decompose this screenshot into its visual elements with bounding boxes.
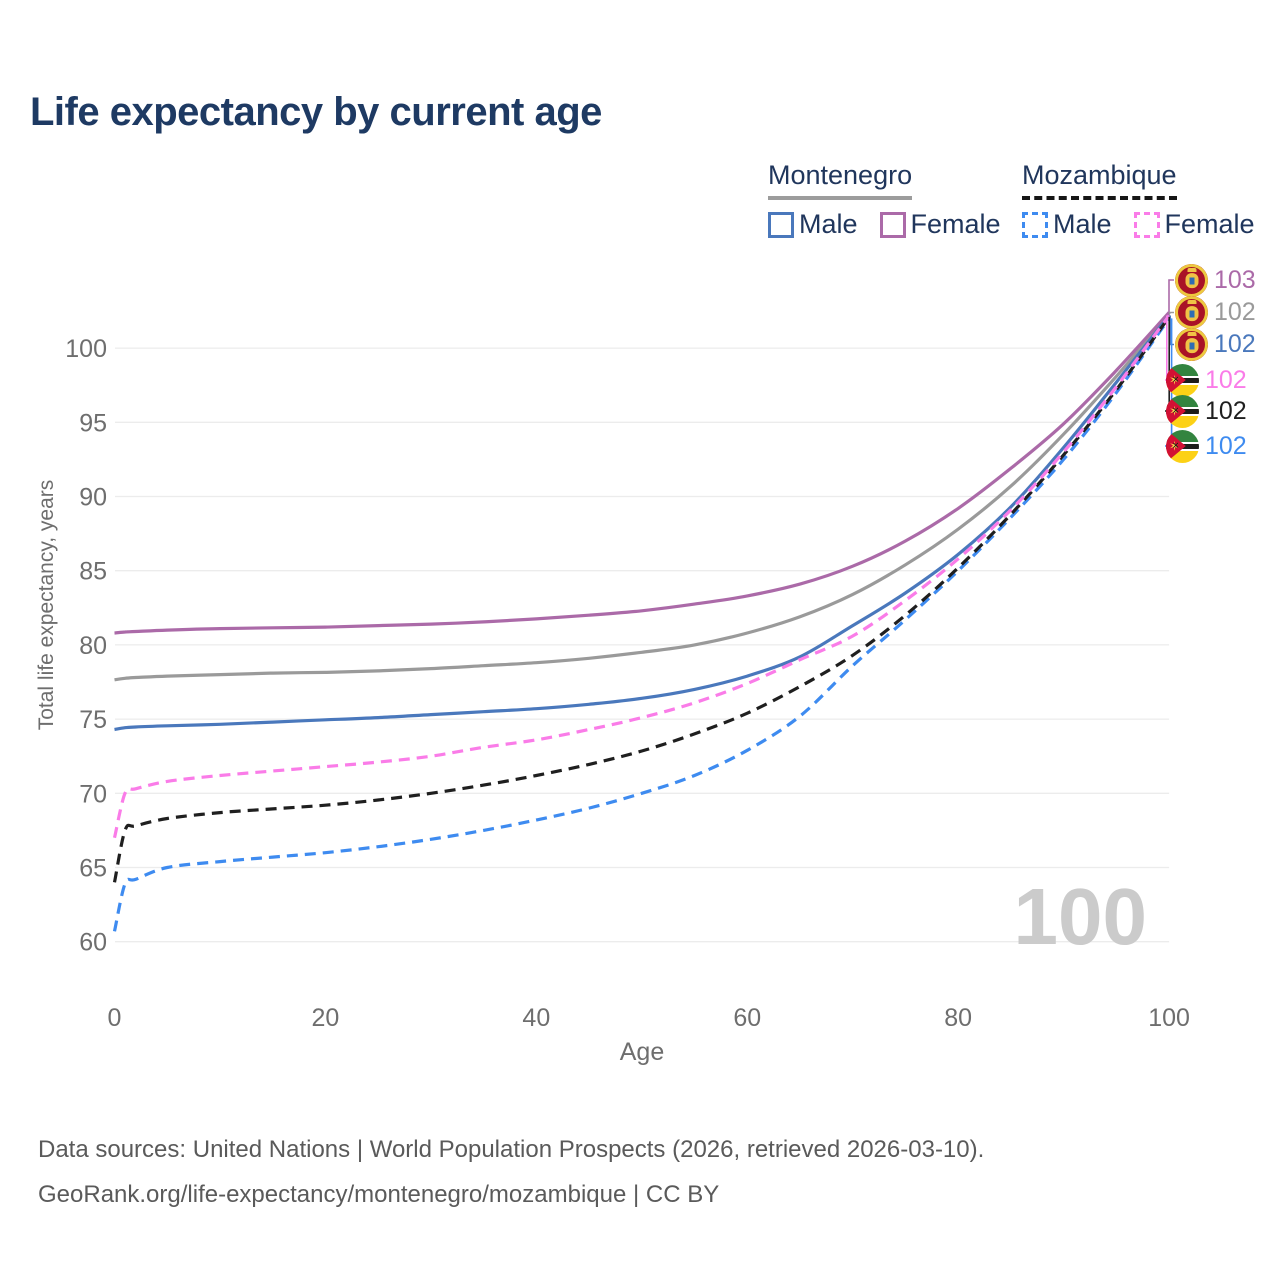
- y-tick-label-85: 85: [79, 558, 107, 586]
- end-label-mozambique-total: ✶ ✕ 102: [1166, 394, 1247, 428]
- series-line-montenegro-total: [114, 312, 1171, 682]
- legend-swatch-montenegro-female-icon: [879, 211, 906, 238]
- legend-item-label: Male: [1053, 209, 1112, 239]
- montenegro-flag-icon: [1175, 296, 1208, 329]
- y-axis-title: Total life expectancy, years: [35, 479, 58, 731]
- mozambique-flag-icon: ✶ ✕: [1166, 429, 1199, 463]
- end-label-connector-montenegro-male: [1169, 315, 1174, 346]
- end-label-value: 102: [1205, 396, 1247, 425]
- page-title: Life expectancy by current age: [30, 90, 602, 134]
- end-label-value: 102: [1205, 365, 1247, 394]
- legend-item-montenegro-male[interactable]: Male: [768, 209, 858, 240]
- legend-item-mozambique-male[interactable]: Male: [1022, 209, 1112, 240]
- life-expectancy-chart: 60 65 70 75 80 85 90 95 100 0 20 40 60 80 100 Age 100: [65, 279, 1190, 1066]
- series-line-montenegro-male: [114, 314, 1171, 732]
- end-label-value: 103: [1214, 265, 1256, 294]
- end-label-value: 102: [1214, 298, 1256, 326]
- legend-swatch-montenegro-male-icon: [768, 211, 794, 238]
- legend-item-mozambique-female[interactable]: Female: [1133, 209, 1255, 240]
- x-tick-label-100: 100: [1148, 1004, 1190, 1032]
- end-label-montenegro-female: 103: [1175, 263, 1256, 297]
- x-tick-label-60: 60: [733, 1004, 761, 1032]
- y-tick-label-80: 80: [79, 632, 107, 660]
- x-tick-label-40: 40: [522, 1004, 550, 1032]
- y-tick-label-95: 95: [79, 409, 107, 437]
- legend-swatch-mozambique-female-icon: [1133, 211, 1160, 238]
- legend-item-label: Female: [910, 209, 1001, 239]
- y-tick-label-75: 75: [79, 706, 107, 734]
- footer-data-sources: Data sources: United Nations | World Pop…: [38, 1136, 985, 1163]
- y-tick-label-100: 100: [65, 335, 107, 363]
- end-label-value: 102: [1205, 431, 1247, 460]
- end-label-value: 102: [1214, 330, 1256, 358]
- legend-item-label: Male: [799, 209, 858, 239]
- legend-swatch-mozambique-male-icon: [1022, 211, 1048, 238]
- series-line-mozambique-male: [112, 317, 1171, 932]
- y-tick-label-70: 70: [79, 780, 107, 808]
- y-tick-label-65: 65: [79, 855, 107, 883]
- x-tick-label-20: 20: [312, 1004, 340, 1032]
- legend-group-montenegro: Montenegro Male Female: [768, 160, 1001, 240]
- legend-country-mozambique: Mozambique: [1022, 160, 1177, 200]
- series-line-montenegro-female: [114, 311, 1171, 635]
- legend-item-label: Female: [1164, 209, 1255, 239]
- series-line-mozambique-total: [112, 315, 1171, 883]
- x-axis-title: Age: [620, 1038, 664, 1066]
- legend-group-mozambique: Mozambique Male Female: [1022, 160, 1255, 240]
- end-label-mozambique-male: ✶ ✕ 102: [1166, 429, 1247, 463]
- mozambique-flag-icon: ✶ ✕: [1166, 363, 1199, 397]
- y-tick-label-90: 90: [79, 484, 107, 512]
- x-tick-label-0: 0: [108, 1004, 122, 1032]
- end-label-montenegro-male: 102: [1175, 328, 1256, 361]
- x-tick-label-80: 80: [944, 1004, 972, 1032]
- end-label-mozambique-female: ✶ ✕ 102: [1166, 363, 1247, 397]
- legend-country-montenegro: Montenegro: [768, 160, 913, 200]
- age-watermark: 100: [1014, 872, 1147, 961]
- montenegro-flag-icon: [1175, 328, 1208, 361]
- legend-item-montenegro-female[interactable]: Female: [879, 209, 1001, 240]
- footer-attribution: GeoRank.org/life-expectancy/montenegro/m…: [38, 1181, 720, 1208]
- y-tick-label-60: 60: [79, 929, 107, 957]
- montenegro-flag-icon: [1175, 263, 1208, 297]
- end-label-connector-montenegro-female: [1168, 279, 1174, 313]
- end-label-montenegro-total: 102: [1175, 296, 1256, 329]
- series-line-mozambique-female: [112, 314, 1171, 839]
- mozambique-flag-icon: ✶ ✕: [1166, 394, 1199, 428]
- end-label-connector-montenegro-total: [1168, 311, 1174, 314]
